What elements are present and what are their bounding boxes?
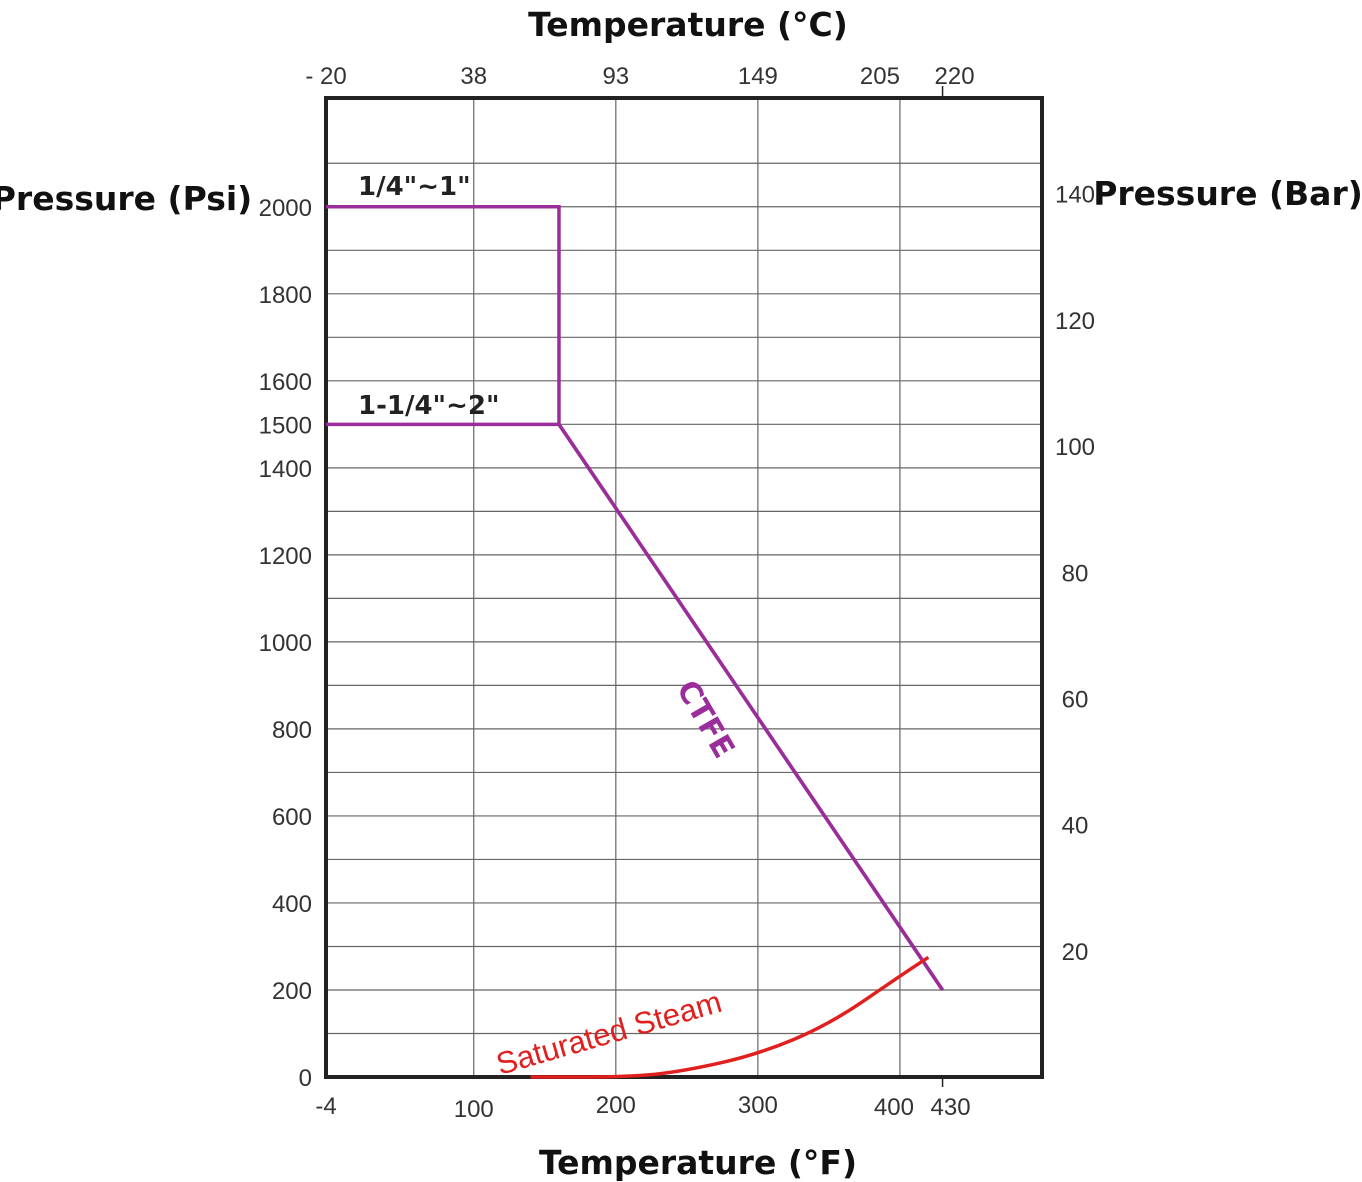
left-tick-label-3: 600 bbox=[272, 804, 312, 831]
right-tick-label-0: 20 bbox=[1062, 939, 1089, 966]
left-axis-title: Pressure (Psi) bbox=[0, 179, 252, 218]
right-tick-label-6: 140 bbox=[1055, 182, 1095, 209]
bottom-tick-label-5: 430 bbox=[931, 1094, 971, 1121]
plot-frame bbox=[324, 96, 1044, 1079]
series-label-one-quarter-to-two-inch: 1-1/4"~2" bbox=[358, 391, 500, 421]
left-tick-label-10: 1800 bbox=[259, 282, 312, 309]
left-tick-label-6: 1200 bbox=[259, 543, 312, 570]
left-tick-label-1: 200 bbox=[272, 978, 312, 1005]
series-label-ctfe: CTFE bbox=[669, 675, 741, 765]
bottom-tick-label-0: -4 bbox=[315, 1093, 336, 1120]
right-tick-label-3: 80 bbox=[1062, 560, 1089, 587]
top-tick-label-1: 38 bbox=[460, 63, 487, 90]
left-tick-label-9: 1600 bbox=[259, 369, 312, 396]
left-tick-label-7: 1400 bbox=[259, 456, 312, 483]
left-tick-label-8: 1500 bbox=[259, 412, 312, 439]
series-line-ctfe bbox=[557, 423, 945, 991]
bottom-tick-label-4: 400 bbox=[874, 1094, 914, 1121]
grid bbox=[326, 98, 1043, 1077]
right-tick-label-5: 120 bbox=[1055, 308, 1095, 335]
series-label-quarter-to-one-inch: 1/4"~1" bbox=[358, 172, 471, 202]
left-tick-label-2: 400 bbox=[272, 891, 312, 918]
left-tick-label-11: 2000 bbox=[259, 195, 312, 222]
top-axis-title: Temperature (°C) bbox=[528, 5, 848, 44]
bottom-tick-label-1: 100 bbox=[454, 1096, 494, 1123]
bottom-tick-label-2: 200 bbox=[596, 1092, 636, 1119]
top-tick-label-2: 93 bbox=[602, 63, 629, 90]
bottom-tick-label-3: 300 bbox=[738, 1092, 778, 1119]
right-tick-label-4: 100 bbox=[1055, 434, 1095, 461]
tick-labels: -4 100 200 300 400 430 - 20 38 93 149 205 220 0 200 40… bbox=[259, 63, 1095, 1123]
top-tick-label-0: - 20 bbox=[305, 63, 346, 90]
top-tick-label-5: 220 bbox=[935, 63, 975, 90]
left-tick-label-0: 0 bbox=[299, 1065, 312, 1092]
bottom-axis-title: Temperature (°F) bbox=[539, 1143, 857, 1182]
left-tick-label-4: 800 bbox=[272, 717, 312, 744]
right-tick-label-1: 40 bbox=[1062, 813, 1089, 840]
left-tick-label-5: 1000 bbox=[259, 630, 312, 657]
series bbox=[326, 205, 945, 1079]
top-tick-label-4: 205 bbox=[860, 63, 900, 90]
top-tick-label-3: 149 bbox=[738, 63, 778, 90]
series-line-quarter-to-one-inch bbox=[326, 205, 561, 425]
right-axis-title: Pressure (Bar) bbox=[1093, 174, 1362, 213]
series-line-one-quarter-to-two-inch bbox=[326, 422, 945, 991]
right-tick-label-2: 60 bbox=[1062, 686, 1089, 713]
series-line-saturated-steam bbox=[530, 955, 930, 1079]
series-label-saturated-steam: Saturated Steam bbox=[492, 984, 725, 1082]
